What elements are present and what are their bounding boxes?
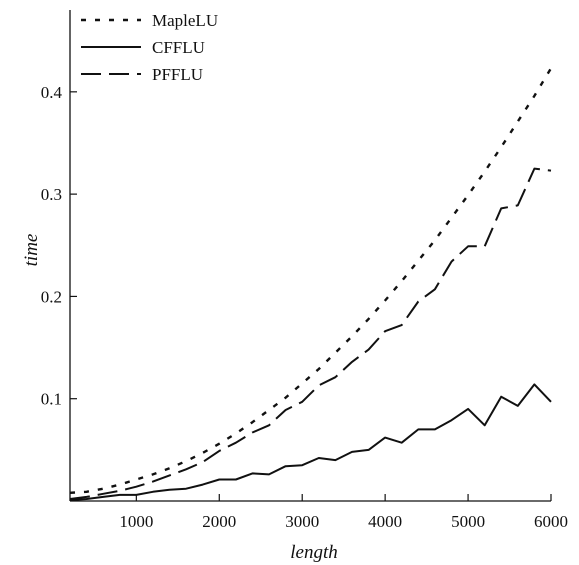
- x-tick-label: 3000: [285, 512, 319, 531]
- legend: MapleLU CFFLU PFFLU: [81, 11, 218, 84]
- x-tick-label: 1000: [119, 512, 153, 531]
- series-layer: [69, 67, 553, 501]
- x-tick-label: 2000: [202, 512, 236, 531]
- legend-label-cfflu: CFFLU: [152, 38, 205, 57]
- x-tick-label: 5000: [451, 512, 485, 531]
- legend-label-maplelu: MapleLU: [152, 11, 218, 30]
- series-line-maplelu: [69, 67, 553, 494]
- x-axis-ticks: 1000 2000 3000 4000 5000 6000: [119, 494, 568, 531]
- series-line-cfflu: [69, 383, 552, 501]
- y-tick-label: 0.2: [41, 287, 62, 306]
- x-tick-label: 6000: [534, 512, 568, 531]
- x-axis-label: length: [290, 542, 338, 563]
- y-tick-label: 0.3: [41, 185, 62, 204]
- y-axis-label: time: [21, 234, 42, 267]
- y-tick-label: 0.1: [41, 390, 62, 409]
- series-line-pfflu: [69, 167, 552, 500]
- y-tick-label: 0.4: [41, 83, 63, 102]
- y-axis-ticks: 0.1 0.2 0.3 0.4: [41, 83, 77, 409]
- plot-frame: [69, 10, 551, 502]
- legend-label-pfflu: PFFLU: [152, 65, 203, 84]
- x-tick-label: 4000: [368, 512, 402, 531]
